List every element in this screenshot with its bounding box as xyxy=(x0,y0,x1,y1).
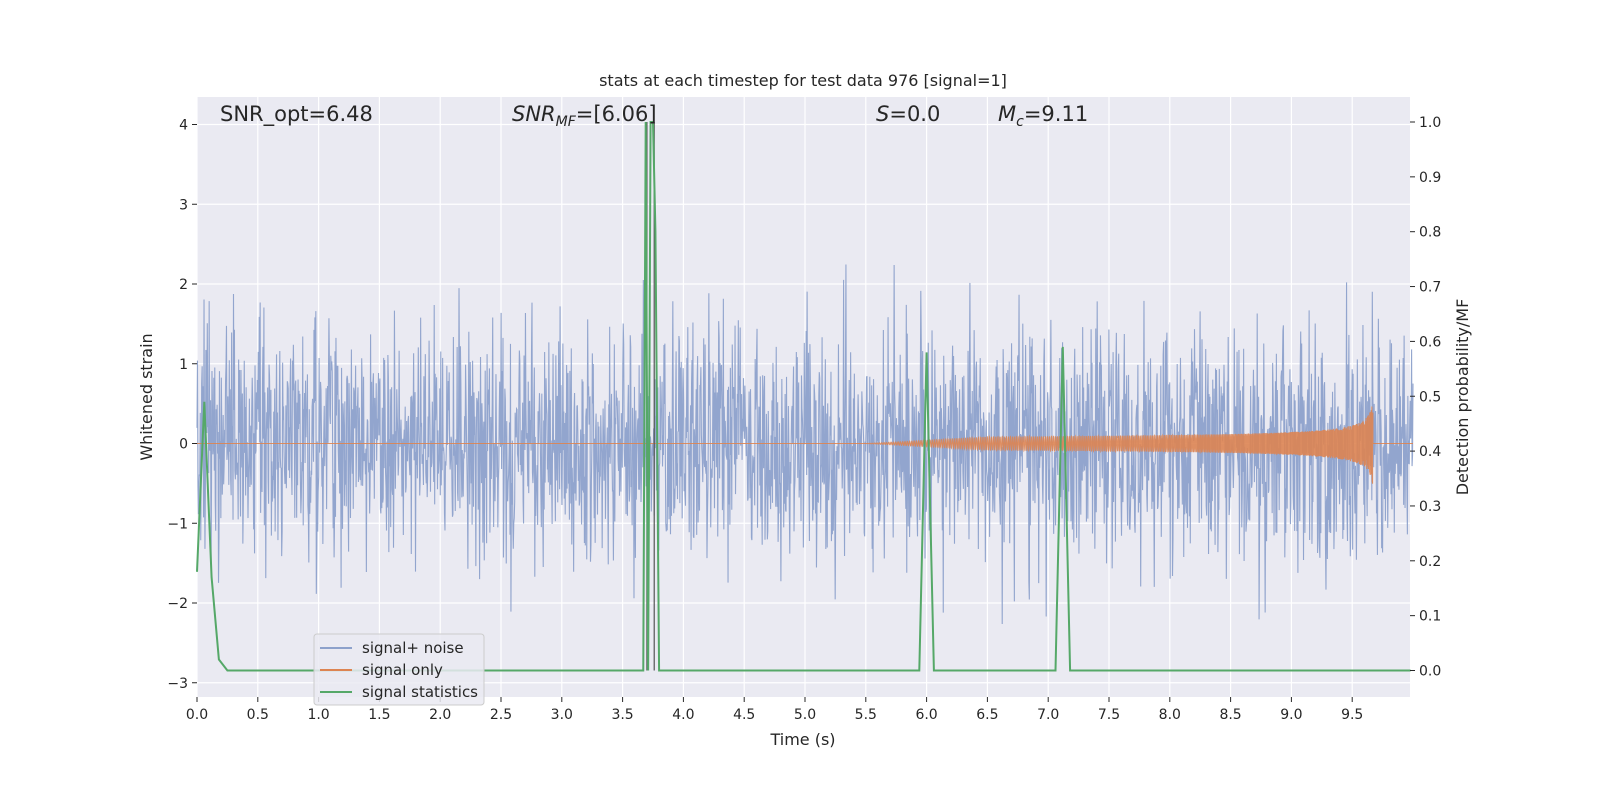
y-right-tick-label: 0.7 xyxy=(1419,280,1441,296)
annotation-mc: Mc=9.11 xyxy=(998,102,1088,130)
y-axis-right-label: Detection probability/MF xyxy=(1453,299,1472,496)
x-axis-label: Time (s) xyxy=(769,730,835,749)
x-tick-label: 0.0 xyxy=(186,707,208,723)
snr-mf-subscript: MF xyxy=(556,114,577,130)
mc-subscript: c xyxy=(1016,114,1024,130)
y-tick-label: 4 xyxy=(179,118,188,134)
y-tick-label: −2 xyxy=(167,596,188,612)
x-tick-label: 6.5 xyxy=(976,707,998,723)
s-value: =0.0 xyxy=(889,102,940,126)
y-right-tick-label: 0.3 xyxy=(1419,499,1441,515)
y-right-tick-label: 0.4 xyxy=(1419,444,1441,460)
y-right-tick-label: 0.9 xyxy=(1419,170,1441,186)
y-tick-label: 3 xyxy=(179,197,188,213)
annotation-snr-opt: SNR_opt=6.48 xyxy=(220,102,373,127)
x-tick-label: 5.5 xyxy=(855,707,877,723)
y-right-tick-label: 0.0 xyxy=(1419,664,1441,680)
x-tick-label: 9.5 xyxy=(1341,707,1363,723)
legend-label-signal: signal only xyxy=(362,661,443,679)
legend: signal+ noise signal only signal statist… xyxy=(313,633,485,706)
y-tick-label: −1 xyxy=(167,516,188,532)
annotation-snr-mf: SNRMF=[6.06] xyxy=(512,102,657,130)
mc-value: =9.11 xyxy=(1024,102,1088,126)
signal-plus-noise-series xyxy=(196,264,1414,625)
x-tick-label: 7.0 xyxy=(1037,707,1059,723)
x-tick-label: 3.0 xyxy=(551,707,573,723)
x-tick-label: 5.0 xyxy=(794,707,816,723)
x-tick-label: 2.0 xyxy=(429,707,451,723)
y-right-tick-label: 1.0 xyxy=(1419,115,1441,131)
y-right-tick-label: 0.1 xyxy=(1419,609,1441,625)
x-tick-label: 8.5 xyxy=(1219,707,1241,723)
x-tick-label: 4.0 xyxy=(672,707,694,723)
x-tick-label: 2.5 xyxy=(490,707,512,723)
s-variable: S xyxy=(876,102,889,126)
x-tick-label: 8.0 xyxy=(1159,707,1181,723)
stats-trace xyxy=(196,121,1411,672)
annotation-s: S=0.0 xyxy=(876,102,940,126)
x-tick-label: 7.5 xyxy=(1098,707,1120,723)
x-tick-label: 6.0 xyxy=(915,707,937,723)
y-tick-label: −3 xyxy=(167,676,188,692)
y-tick-label: 1 xyxy=(179,357,188,373)
y-right-tick-label: 0.2 xyxy=(1419,554,1441,570)
y-right-tick-label: 0.6 xyxy=(1419,334,1441,350)
snr-mf-value: =[6.06] xyxy=(576,102,657,126)
x-tick-label: 3.5 xyxy=(611,707,633,723)
legend-label-stats: signal statistics xyxy=(362,683,478,701)
legend-box xyxy=(313,633,485,706)
y-right-tick-label: 0.5 xyxy=(1419,389,1441,405)
x-tick-label: 4.5 xyxy=(733,707,755,723)
y-axis-label: Whitened strain xyxy=(137,333,156,460)
signal-trace xyxy=(197,406,1413,484)
signal-statistics-series xyxy=(196,121,1411,672)
mc-variable: M xyxy=(998,102,1016,126)
y-right-tick-label: 0.8 xyxy=(1419,225,1441,241)
y-tick-label: 0 xyxy=(179,437,188,453)
chart-title: stats at each timestep for test data 976… xyxy=(599,71,1007,90)
legend-label-noise: signal+ noise xyxy=(362,639,464,657)
y-tick-label: 2 xyxy=(179,277,188,293)
x-tick-label: 1.0 xyxy=(307,707,329,723)
x-tick-label: 9.0 xyxy=(1280,707,1302,723)
snr-mf-main: SNR xyxy=(512,102,556,126)
signal-only-series xyxy=(197,406,1413,484)
axes: 0.0 0.5 1.0 1.5 2.0 2.5 3.0 3.5 4.0 4.5 5.0 5.5 6.0 6… xyxy=(167,115,1441,723)
x-tick-label: 0.5 xyxy=(247,707,269,723)
noise-trace xyxy=(196,264,1414,625)
x-tick-label: 1.5 xyxy=(368,707,390,723)
